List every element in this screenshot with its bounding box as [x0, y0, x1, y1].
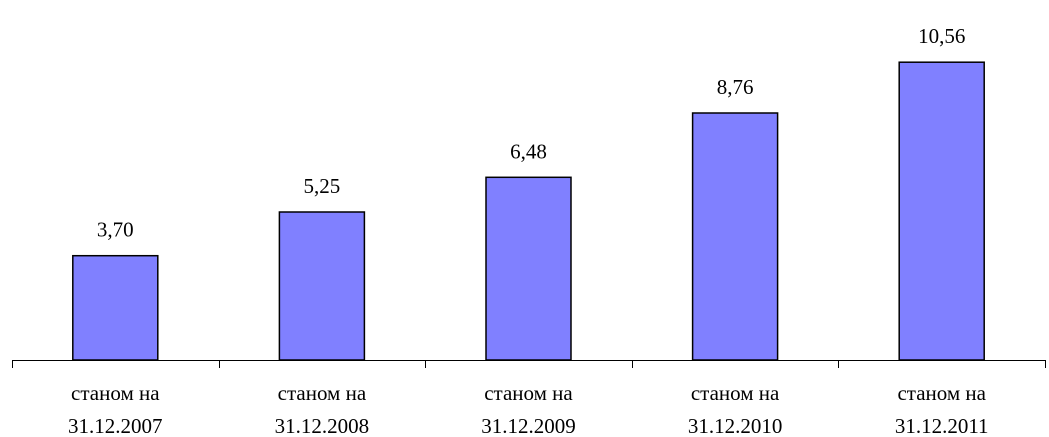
- value-labels-layer: 3,70 5,25 6,48 8,76 10,56: [97, 24, 965, 242]
- category-label-0-line-1: 31.12.2007: [68, 414, 163, 437]
- value-label-4: 10,56: [918, 24, 965, 48]
- category-label-1-line-0: станом на: [278, 381, 367, 405]
- bar-0: [72, 254, 159, 361]
- category-label-4-line-0: станом на: [897, 381, 986, 405]
- category-label-3-line-1: 31.12.2010: [688, 414, 783, 437]
- x-axis: [12, 360, 1046, 368]
- category-label-4: станом на 31.12.2011: [895, 381, 989, 437]
- category-label-1-line-1: 31.12.2008: [275, 414, 370, 437]
- value-label-3: 8,76: [717, 75, 754, 99]
- category-label-2-line-0: станом на: [484, 381, 573, 405]
- value-label-1: 5,25: [304, 174, 341, 198]
- value-label-2: 6,48: [510, 139, 547, 163]
- category-label-0-line-0: станом на: [71, 381, 160, 405]
- bar-4: [898, 61, 985, 361]
- bar-2: [485, 176, 572, 361]
- category-label-2-line-1: 31.12.2009: [481, 414, 576, 437]
- category-label-3: станом на 31.12.2010: [688, 381, 783, 437]
- category-label-2: станом на 31.12.2009: [481, 381, 576, 437]
- category-label-4-line-1: 31.12.2011: [895, 414, 989, 437]
- bars-layer: [72, 61, 985, 361]
- category-label-0: станом на 31.12.2007: [68, 381, 163, 437]
- category-label-3-line-0: станом на: [691, 381, 780, 405]
- bar-1: [278, 211, 366, 361]
- value-label-0: 3,70: [97, 218, 134, 242]
- bar-3: [691, 112, 779, 361]
- category-label-1: станом на 31.12.2008: [275, 381, 370, 437]
